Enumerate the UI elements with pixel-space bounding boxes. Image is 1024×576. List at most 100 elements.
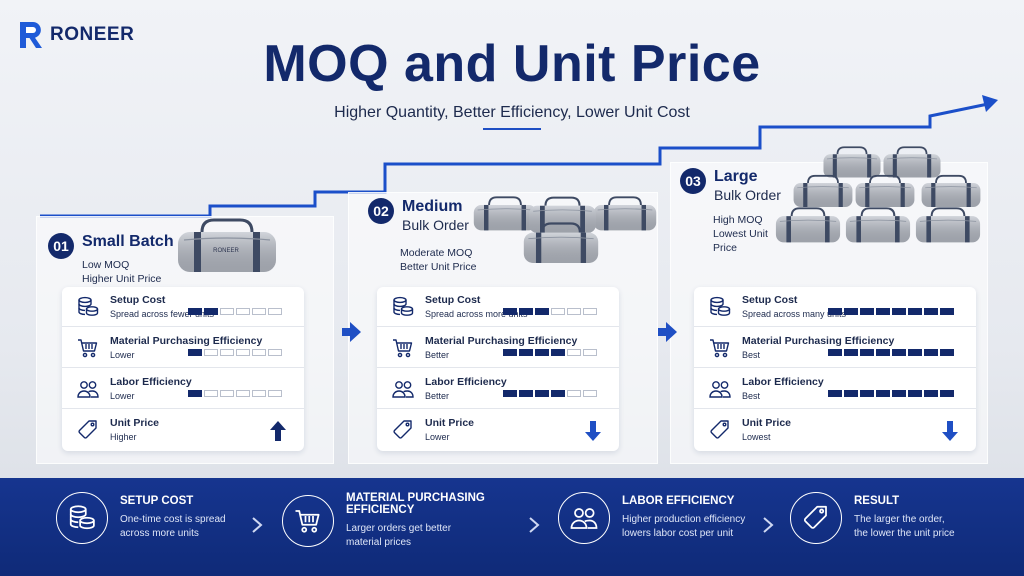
- price-tag-icon: [76, 418, 100, 442]
- summary-band: SETUP COST One-time cost is spread acros…: [0, 478, 1024, 576]
- price-tag-icon: [391, 418, 415, 442]
- step-header-01: 01 Small Batch: [48, 233, 174, 259]
- step-header-02: 02 Medium Bulk Order: [368, 198, 469, 234]
- metric-value: Better: [425, 350, 450, 360]
- subtitle-underline: [483, 128, 541, 130]
- step-description: Low MOQ Higher Unit Price: [82, 258, 161, 286]
- cart-icon: [708, 336, 732, 360]
- metric-value: Best: [742, 391, 761, 401]
- metric-row-unit-price: Unit Price Lower: [377, 410, 619, 450]
- metric-label: Material Purchasing Efficiency: [425, 335, 578, 347]
- meter-segment: [503, 349, 517, 356]
- people-icon: [569, 503, 599, 533]
- arrow-down-icon: [942, 421, 958, 441]
- metric-label: Setup Cost: [110, 294, 166, 306]
- meter-segment: [236, 308, 250, 315]
- metric-value: Better: [425, 391, 450, 401]
- metric-label: Setup Cost: [425, 294, 481, 306]
- metric-value: Spread across fewer units: [110, 309, 215, 319]
- step-desc-line-2: Lowest Unit: [713, 228, 768, 240]
- level-meter: [503, 349, 597, 356]
- meter-segment: [908, 390, 922, 397]
- meter-segment: [535, 308, 549, 315]
- arrow-up-icon: [270, 421, 286, 441]
- meter-segment: [908, 308, 922, 315]
- meter-segment: [583, 349, 597, 356]
- meter-segment: [503, 308, 517, 315]
- summary-desc-line-2: across more units: [120, 528, 199, 539]
- metric-row-unit-price: Unit Price Higher: [62, 410, 304, 450]
- meter-segment: [583, 390, 597, 397]
- metrics-card-large: Setup Cost Spread across many units Mate…: [694, 287, 976, 451]
- duffel-bag-image: [518, 222, 604, 266]
- meter-segment: [551, 390, 565, 397]
- brand-name: RONEER: [50, 24, 135, 45]
- level-meter: [188, 308, 282, 315]
- step-name: Medium Bulk Order: [402, 198, 469, 234]
- step-desc-line-1: Low MOQ: [82, 259, 130, 271]
- summary-desc-line-2: material prices: [346, 537, 412, 548]
- metric-row-setup-cost: Setup Cost Spread across more units: [377, 287, 619, 327]
- summary-item-material: MATERIAL PURCHASING EFFICIENCY Larger or…: [282, 492, 521, 550]
- level-meter: [828, 390, 954, 397]
- meter-segment: [551, 308, 565, 315]
- metric-row-labor: Labor Efficiency Lower: [62, 369, 304, 409]
- meter-segment: [876, 390, 890, 397]
- meter-segment: [204, 308, 218, 315]
- metric-value: Spread across many units: [742, 309, 847, 319]
- bag-label: RONEER: [213, 248, 239, 254]
- metric-value: Best: [742, 350, 761, 360]
- meter-segment: [519, 308, 533, 315]
- metric-row-material: Material Purchasing Efficiency Better: [377, 328, 619, 368]
- metric-label: Setup Cost: [742, 294, 798, 306]
- summary-icon-circle: [790, 492, 842, 544]
- chevron-right-icon: [252, 517, 263, 533]
- step-desc-line-2: Higher Unit Price: [82, 273, 162, 285]
- duffel-bag-image: RONEER: [172, 218, 282, 276]
- step-desc-line-2: Better Unit Price: [400, 261, 477, 273]
- step-description: Moderate MOQ Better Unit Price: [400, 246, 476, 274]
- meter-segment: [188, 308, 202, 315]
- duffel-bag-image: [842, 206, 914, 246]
- summary-item-result: RESULT The larger the order, the lower t…: [790, 492, 994, 544]
- meter-segment: [519, 349, 533, 356]
- metric-row-setup-cost: Setup Cost Spread across fewer units: [62, 287, 304, 327]
- coins-icon: [67, 503, 97, 533]
- summary-desc-line-2: lowers labor cost per unit: [622, 528, 734, 539]
- meter-segment: [567, 349, 581, 356]
- meter-segment: [268, 308, 282, 315]
- meter-segment: [940, 308, 954, 315]
- metric-value: Lower: [425, 432, 450, 442]
- metric-row-unit-price: Unit Price Lowest: [694, 410, 976, 450]
- summary-item-labor: LABOR EFFICIENCY Higher production effic…: [558, 492, 797, 544]
- level-meter: [188, 349, 282, 356]
- meter-segment: [204, 390, 218, 397]
- level-meter: [828, 349, 954, 356]
- arrow-right-icon: [658, 322, 677, 342]
- summary-text: MATERIAL PURCHASING EFFICIENCY Larger or…: [346, 492, 521, 550]
- meter-segment: [876, 349, 890, 356]
- cart-icon: [391, 336, 415, 360]
- coins-icon: [391, 295, 415, 319]
- summary-text: SETUP COST One-time cost is spread acros…: [120, 495, 295, 541]
- roneer-logo-icon: [20, 22, 42, 48]
- summary-text: RESULT The larger the order, the lower t…: [854, 495, 994, 541]
- summary-icon-circle: [558, 492, 610, 544]
- summary-title: LABOR EFFICIENCY: [622, 495, 735, 507]
- meter-segment: [204, 349, 218, 356]
- metrics-card-medium: Setup Cost Spread across more units Mate…: [377, 287, 619, 451]
- metric-label: Labor Efficiency: [110, 376, 192, 388]
- step-number: 01: [48, 233, 74, 259]
- metric-label: Unit Price: [742, 417, 792, 429]
- step-title-line-2: Bulk Order: [714, 187, 781, 203]
- metrics-card-small: Setup Cost Spread across fewer units Mat…: [62, 287, 304, 451]
- meter-segment: [519, 390, 533, 397]
- meter-segment: [252, 308, 266, 315]
- summary-title: MATERIAL PURCHASING EFFICIENCY: [346, 492, 485, 516]
- step-title: Large: [714, 168, 758, 185]
- meter-segment: [567, 390, 581, 397]
- meter-segment: [828, 308, 842, 315]
- step-number: 02: [368, 198, 394, 224]
- page-title: MOQ and Unit Price: [263, 35, 761, 93]
- metric-label: Material Purchasing Efficiency: [110, 335, 263, 347]
